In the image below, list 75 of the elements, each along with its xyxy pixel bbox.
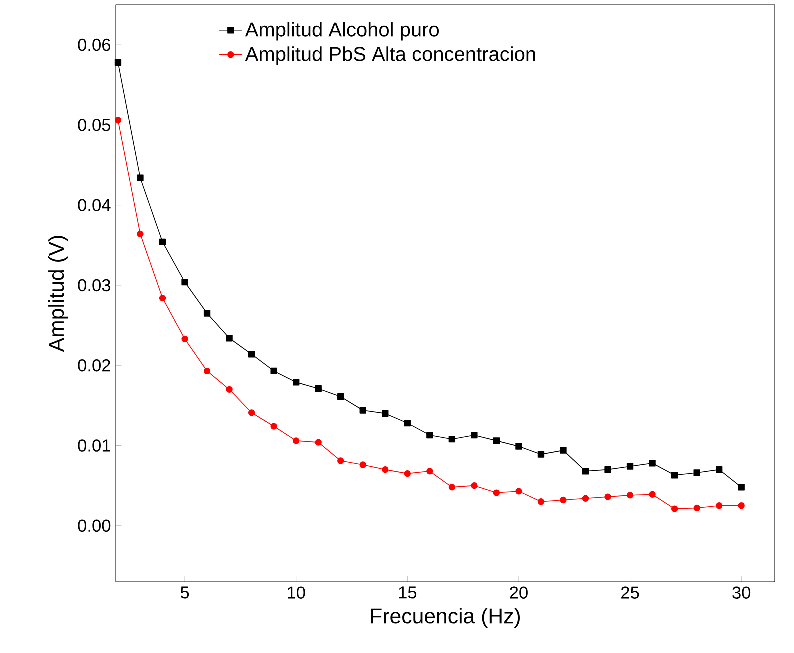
point (738, 484, 745, 491)
point (182, 278, 188, 286)
y-tick-label: 0.02 (78, 359, 110, 372)
point (248, 351, 256, 358)
point (182, 336, 188, 343)
point (604, 466, 612, 474)
point (516, 488, 522, 495)
point (493, 438, 500, 444)
point (426, 432, 434, 439)
point (538, 451, 545, 458)
point (404, 470, 411, 478)
point (560, 447, 567, 454)
y-tick-label: 0.04 (78, 199, 111, 212)
point (293, 438, 300, 444)
point (137, 230, 144, 238)
point (582, 468, 590, 475)
point (716, 466, 723, 474)
y-tick-label: 0.05 (78, 119, 111, 132)
point (538, 498, 545, 506)
legend-label: Amplitud PbS Alta concentracion (245, 46, 536, 66)
x-tick-label: 15 (399, 586, 417, 599)
x-axis-title: Frecuencia (Hz) (371, 608, 520, 628)
point (471, 432, 478, 439)
x-tick-label: 25 (622, 586, 640, 599)
point (360, 462, 366, 468)
point (649, 491, 656, 498)
point (382, 466, 389, 474)
point (248, 410, 256, 416)
point (360, 407, 366, 414)
point (226, 335, 233, 342)
legend-label: Amplitud Alcohol puro (245, 22, 440, 41)
point (471, 482, 478, 490)
point (604, 494, 612, 500)
point (649, 460, 656, 467)
point (626, 492, 634, 499)
point (137, 174, 144, 182)
point (293, 379, 300, 386)
point (694, 504, 700, 512)
point (694, 470, 700, 476)
point (226, 386, 233, 393)
y-tick-label: 0.01 (78, 440, 110, 452)
point (716, 502, 723, 510)
point (560, 496, 567, 504)
y-tick-label: 0.06 (78, 38, 111, 52)
y-tick-label: 0.00 (78, 520, 111, 532)
point (671, 506, 678, 512)
point (159, 238, 166, 246)
point (448, 436, 456, 443)
point (204, 368, 211, 375)
point (382, 410, 389, 418)
point (270, 423, 278, 430)
point (204, 310, 211, 317)
y-axis-title: Amplitud (V) (48, 236, 68, 352)
point (159, 294, 166, 302)
point (315, 439, 322, 446)
x-tick-label: 20 (510, 586, 528, 599)
point (338, 394, 344, 400)
x-tick-label: 10 (288, 586, 306, 599)
y-tick-label: 0.03 (78, 279, 111, 292)
point (626, 463, 634, 470)
point (738, 502, 745, 510)
point (404, 420, 411, 427)
point (315, 386, 322, 392)
point (516, 443, 522, 450)
point (270, 368, 278, 375)
point (338, 458, 344, 464)
point (114, 59, 122, 66)
point (493, 490, 500, 496)
x-tick-label: 5 (180, 586, 190, 599)
point (671, 472, 678, 479)
x-tick-label: 30 (732, 586, 751, 599)
point (582, 495, 590, 502)
point (114, 117, 122, 124)
point (426, 468, 434, 475)
point (448, 484, 456, 491)
